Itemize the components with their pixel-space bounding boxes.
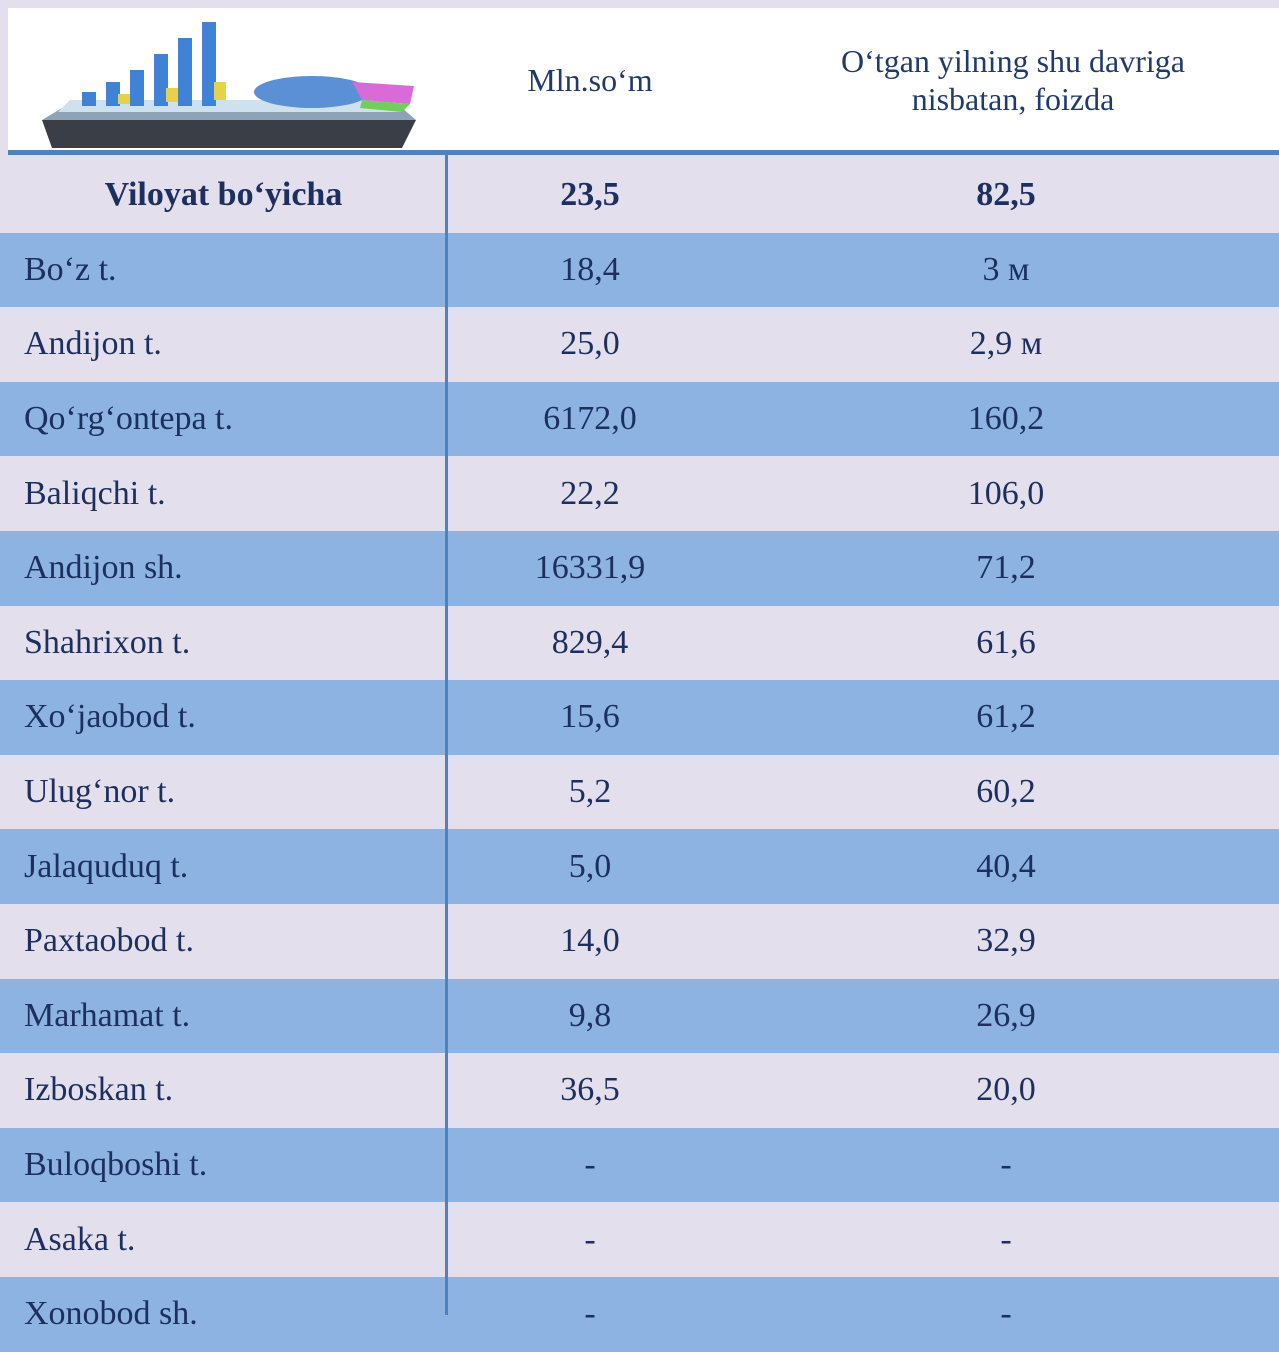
cell-value: 23,5 [560,176,620,214]
row-label: Xo‘jaobod t. [24,698,196,736]
table-body: Viloyat bo‘yicha 23,5 82,5 Bo‘z t. 18,4 3 м An… [0,158,1279,1352]
page: {"header": {"columns": ["Mln.so‘m", "O‘t… [0,8,1279,1352]
cell-value: 71,2 [976,549,1036,587]
cell-value: 82,5 [976,176,1036,214]
cell-value: 16331,9 [534,549,646,587]
table-row: Baliqchi t. 22,2 106,0 [0,456,1279,531]
row-label: Buloqboshi t. [24,1146,208,1184]
table-row: Jalaquduq t. 5,0 40,4 [0,829,1279,904]
cell-value: 36,5 [560,1071,620,1109]
column-divider [445,155,448,1315]
cell-value: - [584,1295,596,1333]
cell-value: - [584,1220,596,1258]
cell-value: - [1000,1146,1012,1184]
cell-value: 20,0 [976,1071,1036,1109]
row-label: Marhamat t. [24,996,191,1034]
cell-value: 22,2 [560,474,620,512]
cell-value: - [1000,1295,1012,1333]
row-label: Jalaquduq t. [24,847,189,885]
column-header: O‘tgan yilning shu davriga nisbatan, foi… [841,43,1185,117]
cell-value: 32,9 [976,922,1036,960]
row-label: Andijon t. [24,325,162,363]
table-row: Ulug‘nor t. 5,2 60,2 [0,754,1279,830]
cell-value: 829,4 [551,623,629,661]
cell-value: 6172,0 [543,400,637,438]
cell-value: 160,2 [967,400,1045,438]
table-row: Marhamat t. 9,8 26,9 [0,978,1279,1054]
table-row: Buloqboshi t. - - [0,1127,1279,1203]
table-row: Andijon sh. 16331,9 71,2 [0,530,1279,606]
cell-value: 14,0 [560,922,620,960]
row-label: Bo‘z t. [24,250,117,288]
table-row: Paxtaobod t. 14,0 32,9 [0,903,1279,979]
table-row: Bo‘z t. 18,4 3 м [0,232,1279,308]
header-illustration [42,22,416,148]
cell-value: 40,4 [976,847,1036,885]
cell-value: 2,9 м [969,325,1043,363]
total-row: Viloyat bo‘yicha 23,5 82,5 [0,158,1279,233]
row-label: Baliqchi t. [24,474,166,512]
row-label: Qo‘rg‘ontepa t. [24,400,233,438]
cell-value: 3 м [982,250,1030,288]
table-row: Asaka t. - - [0,1202,1279,1277]
row-label: Paxtaobod t. [24,922,194,960]
cell-value: - [584,1146,596,1184]
header-rule [8,150,1279,155]
column-header: Mln.so‘m [527,62,653,98]
cell-value: 60,2 [976,773,1036,811]
row-label: Xonobod sh. [24,1295,198,1333]
cell-value: 61,2 [976,698,1036,736]
table-row: Andijon t. 25,0 2,9 м [0,307,1279,382]
cell-value: 9,8 [568,996,612,1034]
cell-value: 61,6 [976,623,1036,661]
cell-value: - [1000,1220,1012,1258]
cell-value: 5,2 [568,773,612,811]
row-label: Ulug‘nor t. [24,773,176,811]
cell-value: 5,0 [568,847,612,885]
row-label: Shahrixon t. [24,623,191,661]
table-row: Izboskan t. 36,5 20,0 [0,1053,1279,1128]
cell-value: 26,9 [976,996,1036,1034]
table-row: Qo‘rg‘ontepa t. 6172,0 160,2 [0,381,1279,457]
cell-value: 106,0 [967,474,1045,512]
table-row: Xonobod sh. - - [0,1276,1279,1352]
row-label: Andijon sh. [24,549,183,587]
cell-value: 18,4 [560,250,620,288]
table-header: Mln.so‘m O‘tgan yilning shu davriga nisb… [8,8,1279,152]
row-label: Izboskan t. [24,1071,174,1109]
table-row: Shahrixon t. 829,4 61,6 [0,605,1279,681]
cell-value: 15,6 [560,698,620,736]
row-label: Asaka t. [24,1220,136,1258]
row-label: Viloyat bo‘yicha [104,176,343,214]
cell-value: 25,0 [560,325,620,363]
table-row: Xo‘jaobod t. 15,6 61,2 [0,680,1279,755]
